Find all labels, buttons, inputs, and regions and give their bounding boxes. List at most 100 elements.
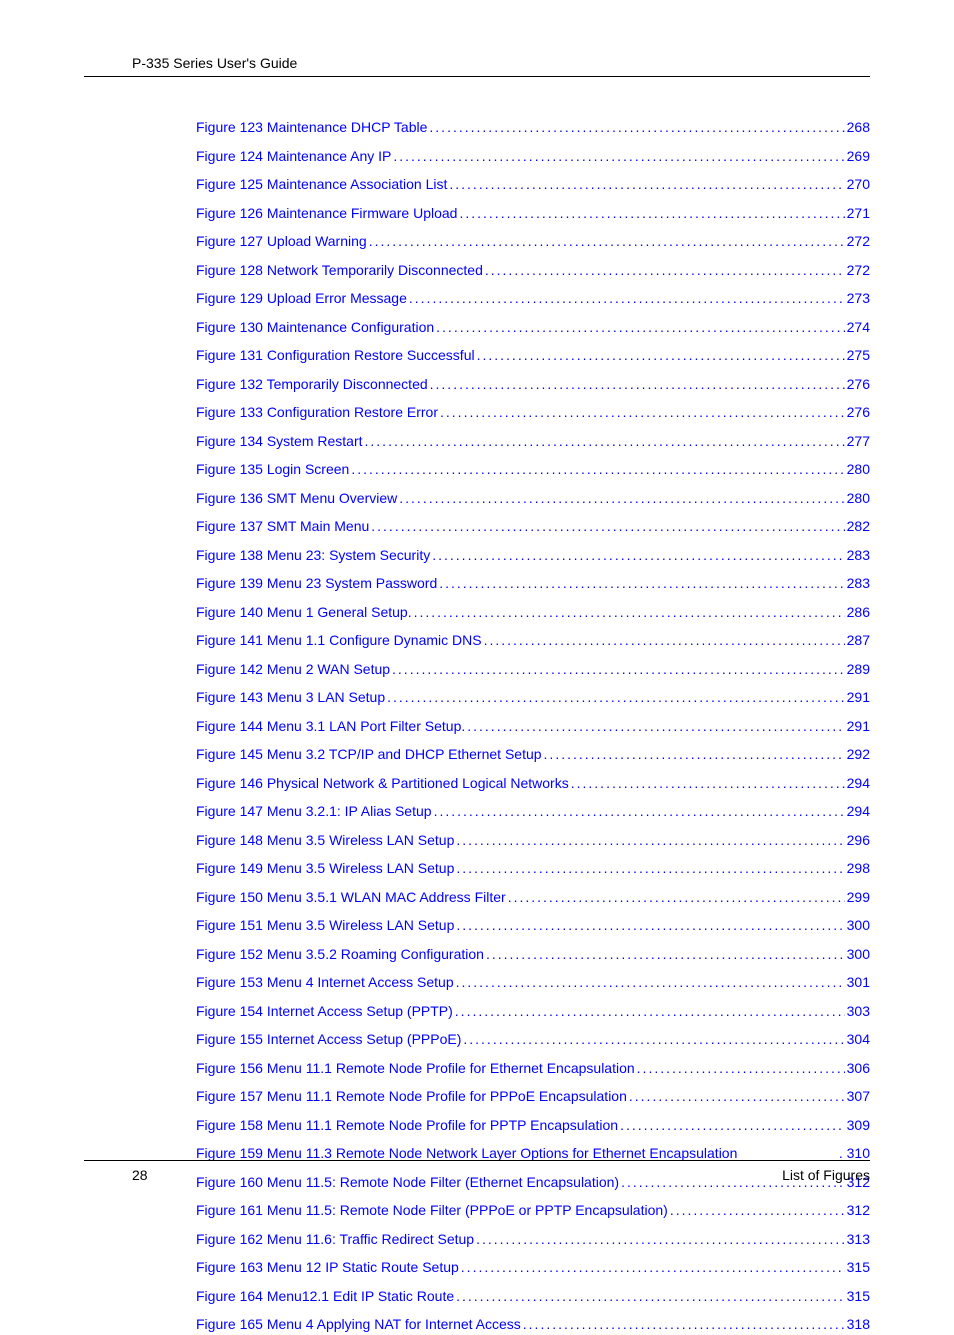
toc-entry[interactable]: Figure 135 Login Screen ................…	[196, 459, 870, 480]
toc-entry[interactable]: Figure 130 Maintenance Configuration ...…	[196, 317, 870, 338]
toc-entry[interactable]: Figure 149 Menu 3.5 Wireless LAN Setup .…	[196, 858, 870, 879]
toc-entry[interactable]: Figure 142 Menu 2 WAN Setup ............…	[196, 659, 870, 680]
toc-entry-label: Figure 142 Menu 2 WAN Setup	[196, 659, 390, 680]
toc-entry[interactable]: Figure 143 Menu 3 LAN Setup ............…	[196, 687, 870, 708]
toc-entry[interactable]: Figure 163 Menu 12 IP Static Route Setup…	[196, 1257, 870, 1278]
toc-entry[interactable]: Figure 156 Menu 11.1 Remote Node Profile…	[196, 1058, 870, 1079]
toc-entry-label: Figure 157 Menu 11.1 Remote Node Profile…	[196, 1086, 627, 1107]
toc-entry-dots: ........................................…	[387, 687, 845, 708]
toc-entry[interactable]: Figure 154 Internet Access Setup (PPTP) …	[196, 1001, 870, 1022]
toc-entry-label: Figure 146 Physical Network & Partitione…	[196, 773, 569, 794]
toc-entry[interactable]: Figure 164 Menu12.1 Edit IP Static Route…	[196, 1286, 870, 1307]
toc-entry[interactable]: Figure 137 SMT Main Menu ...............…	[196, 516, 870, 537]
toc-entry-dots: ........................................…	[670, 1200, 845, 1221]
toc-entry[interactable]: Figure 141 Menu 1.1 Configure Dynamic DN…	[196, 630, 870, 651]
toc-entry-label: Figure 141 Menu 1.1 Configure Dynamic DN…	[196, 630, 482, 651]
toc-entry-page: 292	[847, 744, 870, 765]
toc-entry[interactable]: Figure 158 Menu 11.1 Remote Node Profile…	[196, 1115, 870, 1136]
toc-entry[interactable]: Figure 124 Maintenance Any IP ..........…	[196, 146, 870, 167]
toc-entry-label: Figure 165 Menu 4 Applying NAT for Inter…	[196, 1314, 521, 1335]
toc-entry-label: Figure 162 Menu 11.6: Traffic Redirect S…	[196, 1229, 474, 1250]
toc-entry[interactable]: Figure 155 Internet Access Setup (PPPoE)…	[196, 1029, 870, 1050]
toc-entry-label: Figure 138 Menu 23: System Security	[196, 545, 430, 566]
toc-entry-label: Figure 139 Menu 23 System Password	[196, 573, 437, 594]
toc-entry-page: 276	[847, 374, 870, 395]
toc-entry[interactable]: Figure 140 Menu 1 General Setup. .......…	[196, 602, 870, 623]
toc-entry-page: 270	[847, 174, 870, 195]
toc-entry-page: 274	[847, 317, 870, 338]
toc-entry-label: Figure 161 Menu 11.5: Remote Node Filter…	[196, 1200, 668, 1221]
toc-entry[interactable]: Figure 148 Menu 3.5 Wireless LAN Setup .…	[196, 830, 870, 851]
toc-entry-dots: ........................................…	[392, 659, 845, 680]
toc-entry[interactable]: Figure 129 Upload Error Message ........…	[196, 288, 870, 309]
toc-entry-dots: ........................................…	[456, 858, 844, 879]
toc-entry-dots: ........................................…	[477, 345, 845, 366]
toc-entry[interactable]: Figure 133 Configuration Restore Error .…	[196, 402, 870, 423]
toc-entry[interactable]: Figure 162 Menu 11.6: Traffic Redirect S…	[196, 1229, 870, 1250]
toc-entry-label: Figure 128 Network Temporarily Disconnec…	[196, 260, 483, 281]
toc-entry-page: 289	[847, 659, 870, 680]
toc-entry-page: 272	[847, 231, 870, 252]
toc-entry[interactable]: Figure 151 Menu 3.5 Wireless LAN Setup .…	[196, 915, 870, 936]
toc-entry[interactable]: Figure 134 System Restart ..............…	[196, 431, 870, 452]
toc-entry-label: Figure 136 SMT Menu Overview	[196, 488, 397, 509]
toc-entry-page: 276	[847, 402, 870, 423]
toc-list: Figure 123 Maintenance DHCP Table ......…	[84, 117, 870, 1335]
toc-entry-label: Figure 135 Login Screen	[196, 459, 349, 480]
toc-entry-page: 312	[847, 1200, 870, 1221]
toc-entry-dots: ........................................…	[456, 972, 845, 993]
toc-entry-dots: ........................................…	[351, 459, 844, 480]
toc-entry-label: Figure 132 Temporarily Disconnected	[196, 374, 428, 395]
toc-entry-label: Figure 144 Menu 3.1 LAN Port Filter Setu…	[196, 716, 465, 737]
toc-entry-dots: ........................................…	[429, 117, 844, 138]
toc-entry-label: Figure 140 Menu 1 General Setup.	[196, 602, 412, 623]
toc-entry-label: Figure 164 Menu12.1 Edit IP Static Route	[196, 1286, 454, 1307]
toc-entry[interactable]: Figure 153 Menu 4 Internet Access Setup …	[196, 972, 870, 993]
toc-entry-label: Figure 127 Upload Warning	[196, 231, 367, 252]
toc-entry[interactable]: Figure 136 SMT Menu Overview ...........…	[196, 488, 870, 509]
toc-entry-dots: ........................................…	[365, 431, 845, 452]
toc-entry-dots: ........................................…	[467, 716, 844, 737]
toc-entry-dots: ........................................…	[432, 545, 844, 566]
toc-entry-dots: ........................................…	[409, 288, 845, 309]
toc-entry[interactable]: Figure 123 Maintenance DHCP Table ......…	[196, 117, 870, 138]
toc-entry[interactable]: Figure 131 Configuration Restore Success…	[196, 345, 870, 366]
toc-entry[interactable]: Figure 152 Menu 3.5.2 Roaming Configurat…	[196, 944, 870, 965]
toc-entry-page: 282	[847, 516, 870, 537]
toc-entry[interactable]: Figure 126 Maintenance Firmware Upload .…	[196, 203, 870, 224]
toc-entry-page: 287	[847, 630, 870, 651]
toc-entry[interactable]: Figure 165 Menu 4 Applying NAT for Inter…	[196, 1314, 870, 1335]
toc-entry-dots: ........................................…	[393, 146, 844, 167]
toc-entry-dots: ........................................…	[508, 887, 845, 908]
toc-entry[interactable]: Figure 147 Menu 3.2.1: IP Alias Setup ..…	[196, 801, 870, 822]
toc-entry-page: 301	[847, 972, 870, 993]
toc-entry-dots: ........................................…	[439, 573, 844, 594]
toc-entry[interactable]: Figure 127 Upload Warning ..............…	[196, 231, 870, 252]
header-title: P-335 Series User's Guide	[132, 55, 297, 71]
toc-entry-dots: ........................................…	[484, 630, 845, 651]
toc-entry-label: Figure 134 System Restart	[196, 431, 363, 452]
toc-entry-dots: ........................................…	[430, 374, 845, 395]
toc-entry-dots: ........................................…	[456, 915, 844, 936]
toc-entry[interactable]: Figure 138 Menu 23: System Security ....…	[196, 545, 870, 566]
page-footer: 28 List of Figures	[84, 1160, 870, 1183]
toc-entry[interactable]: Figure 150 Menu 3.5.1 WLAN MAC Address F…	[196, 887, 870, 908]
toc-entry-dots: ........................................…	[485, 260, 845, 281]
toc-entry-label: Figure 152 Menu 3.5.2 Roaming Configurat…	[196, 944, 484, 965]
toc-entry[interactable]: Figure 144 Menu 3.1 LAN Port Filter Setu…	[196, 716, 870, 737]
toc-entry[interactable]: Figure 161 Menu 11.5: Remote Node Filter…	[196, 1200, 870, 1221]
toc-entry-page: 272	[847, 260, 870, 281]
toc-entry[interactable]: Figure 128 Network Temporarily Disconnec…	[196, 260, 870, 281]
toc-entry-label: Figure 131 Configuration Restore Success…	[196, 345, 475, 366]
toc-entry-page: 275	[847, 345, 870, 366]
toc-entry[interactable]: Figure 139 Menu 23 System Password .....…	[196, 573, 870, 594]
toc-entry[interactable]: Figure 145 Menu 3.2 TCP/IP and DHCP Ethe…	[196, 744, 870, 765]
toc-entry-dots: ........................................…	[523, 1314, 845, 1335]
toc-entry[interactable]: Figure 125 Maintenance Association List …	[196, 174, 870, 195]
toc-entry[interactable]: Figure 132 Temporarily Disconnected ....…	[196, 374, 870, 395]
toc-entry[interactable]: Figure 157 Menu 11.1 Remote Node Profile…	[196, 1086, 870, 1107]
toc-entry-label: Figure 151 Menu 3.5 Wireless LAN Setup	[196, 915, 454, 936]
toc-entry-page: 294	[847, 801, 870, 822]
toc-entry-dots: ........................................…	[476, 1229, 845, 1250]
toc-entry[interactable]: Figure 146 Physical Network & Partitione…	[196, 773, 870, 794]
